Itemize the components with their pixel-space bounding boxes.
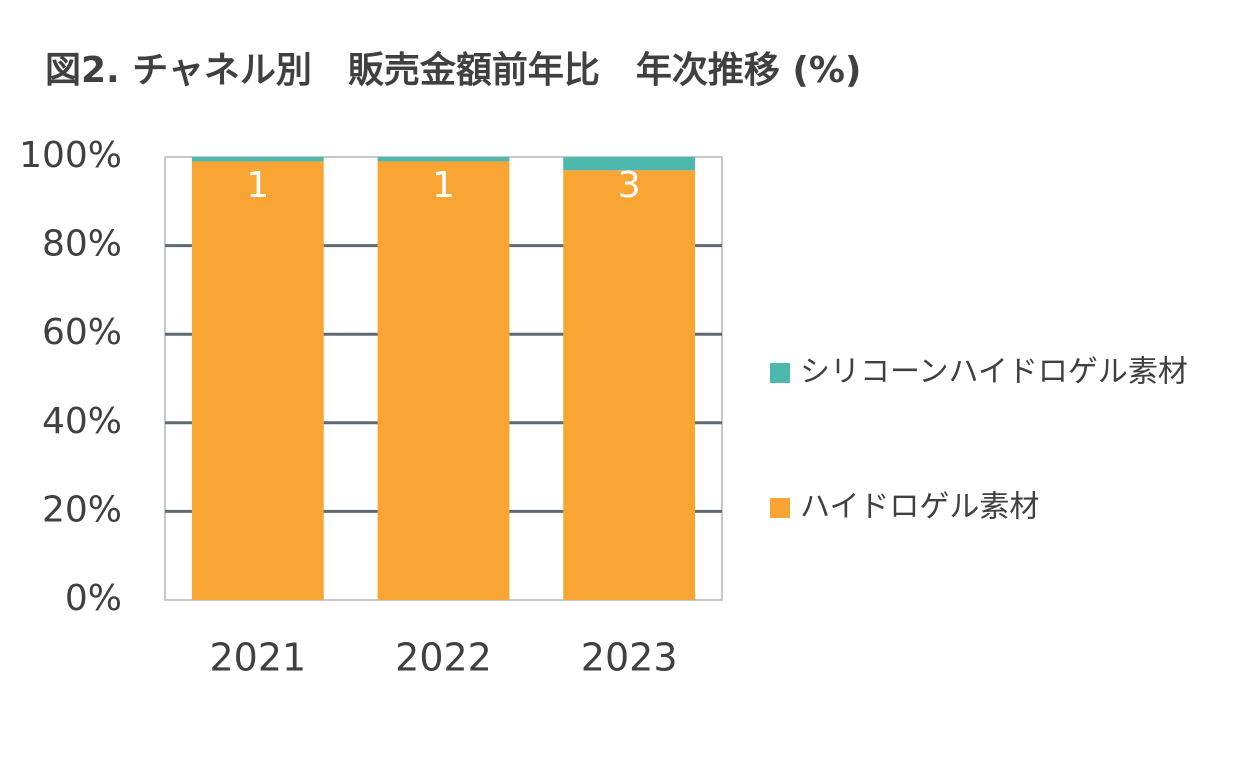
bar-segment: [191, 161, 324, 600]
y-tick-label: 80%: [42, 224, 122, 265]
y-tick-label: 20%: [42, 489, 122, 530]
y-tick-label: 0%: [65, 578, 122, 619]
legend-label: シリコーンハイドロゲル素材: [800, 355, 1188, 390]
y-tick-label: 40%: [42, 401, 122, 442]
y-tick-label: 100%: [19, 135, 122, 176]
data-label: 3: [618, 165, 641, 206]
bar-segment: [563, 157, 696, 171]
bar-segment: [191, 157, 324, 162]
legend-swatch: [770, 498, 790, 518]
chart-title: 図2. チャネル別 販売金額前年比 年次推移 (%): [45, 49, 861, 91]
data-label: 1: [246, 165, 269, 206]
x-tick-label: 2021: [209, 636, 306, 680]
data-label: 1: [432, 165, 455, 206]
bar-segment: [563, 170, 696, 601]
bar-segment: [377, 161, 510, 600]
bar-segment: [377, 157, 510, 162]
x-tick-label: 2022: [395, 636, 492, 680]
y-tick-label: 60%: [42, 312, 122, 353]
legend-swatch: [770, 363, 790, 383]
x-tick-label: 2023: [581, 636, 678, 680]
legend-label: ハイドロゲル素材: [800, 490, 1039, 525]
